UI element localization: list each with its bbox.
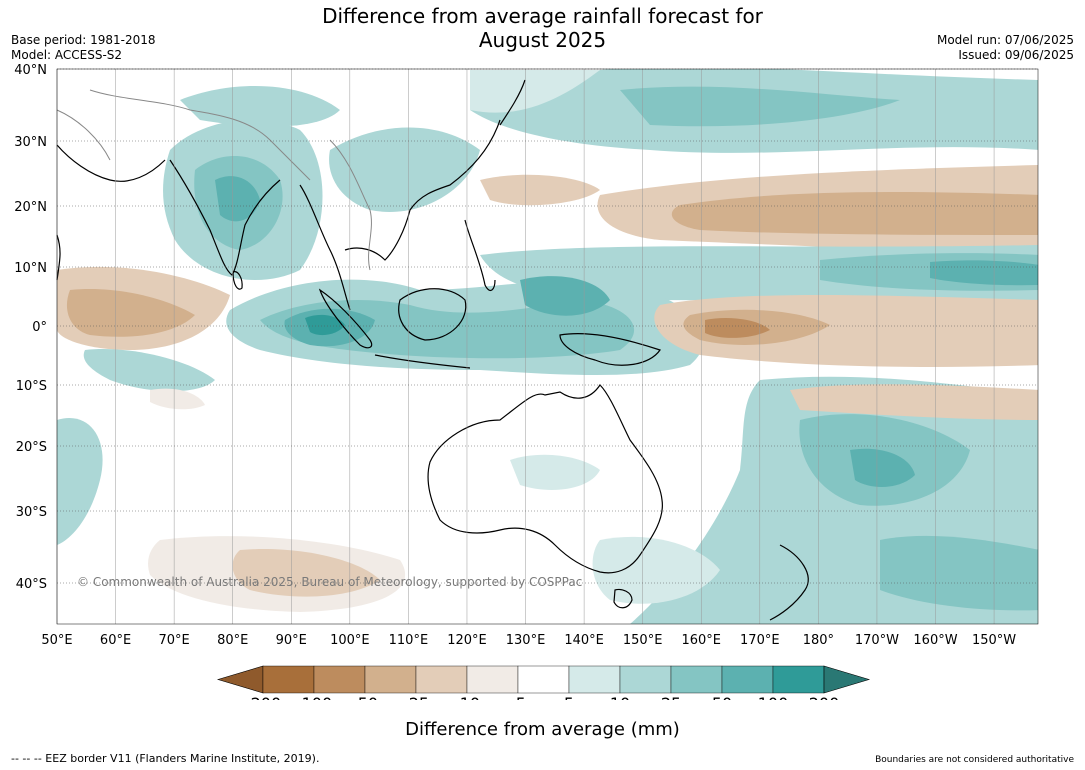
coastlines	[56, 79, 809, 621]
lat-tick-label: 10°N	[14, 261, 47, 276]
lon-tick-label: 140°E	[564, 633, 604, 648]
lat-tick-label: 20°S	[16, 440, 47, 455]
lon-tick-label: 120°E	[447, 633, 487, 648]
rainfall-map: 50°E 60°E 70°E 80°E 90°E 100°E 110°E 120°E 130°E…	[14, 63, 1039, 700]
arabia-coast	[56, 144, 166, 182]
colorbar-tick-label: 100	[758, 694, 789, 700]
lat-tick-label: 30°N	[14, 135, 47, 150]
japan-coast	[499, 79, 526, 126]
colorbar-segment	[670, 665, 723, 694]
colorbar-tick-label: -100	[296, 694, 332, 700]
colorbar-tick-label: -50	[352, 694, 378, 700]
colorbar-labels: -200 -100 -50 -25 -10 -5 5 10 25 50 100 200	[245, 694, 839, 700]
philippines-coast	[464, 219, 496, 292]
title-line-1: Difference from average rainfall forecas…	[322, 4, 763, 28]
lon-tick-label: 160°E	[681, 633, 721, 648]
colorbar	[216, 665, 871, 694]
colorbar-title: Difference from average (mm)	[405, 719, 680, 740]
issued-date: Issued: 09/06/2025	[958, 48, 1074, 62]
colorbar-tick-label: 25	[661, 694, 681, 700]
tasmania-coast	[613, 588, 633, 609]
latitude-labels: 40°N 30°N 20°N 10°N 0° 10°S 20°S 30°S 40°S	[14, 63, 47, 592]
java-coast	[374, 354, 471, 369]
seasia-coast	[299, 119, 501, 311]
base-period: Base period: 1981-2018	[11, 33, 156, 47]
lon-tick-label: 50°E	[41, 633, 72, 648]
meta-left: Base period: 1981-2018 Model: ACCESS-S2	[11, 33, 156, 63]
colorbar-extend-high	[823, 665, 871, 694]
lon-tick-label: 170°E	[740, 633, 780, 648]
lat-tick-label: 20°N	[14, 200, 47, 215]
lat-tick-label: 10°S	[16, 379, 47, 394]
colorbar-tick-label: 10	[610, 694, 630, 700]
australia-coast	[427, 384, 663, 574]
india-coast	[169, 159, 281, 276]
borneo-coast	[398, 288, 467, 341]
map-title: Difference from average rainfall forecas…	[0, 4, 1085, 52]
colorbar-segment	[721, 665, 774, 694]
copyright-notice: © Commonwealth of Australia 2025, Bureau…	[77, 575, 582, 589]
map-frame	[56, 68, 1039, 625]
colorbar-segment	[313, 665, 366, 694]
gridlines	[56, 68, 1038, 624]
colorbar-tick-label: -10	[454, 694, 480, 700]
colorbar-segment	[466, 665, 519, 694]
lon-tick-label: 70°E	[159, 633, 190, 648]
colorbar-segment	[517, 665, 570, 694]
title-line-2: August 2025	[478, 28, 607, 52]
colorbar-tick-label: 5	[564, 694, 574, 700]
colorbar-tick-label: 50	[712, 694, 732, 700]
meta-right: Model run: 07/06/2025 Issued: 09/06/2025	[937, 33, 1074, 63]
colorbar-tick-label: -5	[510, 694, 526, 700]
model-run: Model run: 07/06/2025	[936, 33, 1074, 47]
colorbar-segment	[619, 665, 672, 694]
africa-coast	[56, 234, 61, 281]
lon-tick-label: 60°E	[100, 633, 131, 648]
model-name: Model: ACCESS-S2	[11, 48, 123, 62]
country-borders	[56, 89, 372, 271]
lon-tick-label: 180°	[803, 633, 834, 648]
lon-tick-label: 150°E	[623, 633, 663, 648]
srilanka-coast	[232, 271, 243, 290]
colorbar-segment	[415, 665, 468, 694]
longitude-labels: 50°E 60°E 70°E 80°E 90°E 100°E 110°E 120°E 130°E…	[41, 633, 1016, 648]
nz-coast	[769, 544, 809, 621]
colorbar-tick-label: 200	[809, 694, 840, 700]
eez-footnote: -- -- -- EEZ border V11 (Flanders Marine…	[11, 752, 320, 765]
colorbar-segment	[772, 665, 825, 694]
map-field	[57, 69, 1038, 624]
lon-tick-label: 150°W	[972, 633, 1016, 648]
colorbar-tick-label: -200	[245, 694, 281, 700]
lon-tick-label: 160°W	[913, 633, 957, 648]
lon-tick-label: 90°E	[276, 633, 307, 648]
colorbar-segment	[364, 665, 417, 694]
boundary-disclaimer: Boundaries are not considered authoritat…	[875, 755, 1074, 765]
lon-tick-label: 110°E	[389, 633, 429, 648]
lat-tick-label: 40°S	[16, 577, 47, 592]
colorbar-extend-low	[216, 665, 264, 694]
colorbar-segment	[262, 665, 315, 694]
lat-tick-label: 40°N	[14, 63, 47, 78]
colorbar-segment	[568, 665, 621, 694]
colorbar-tick-label: -25	[403, 694, 429, 700]
lat-tick-label: 30°S	[16, 505, 47, 520]
sumatra-coast	[318, 288, 373, 349]
newguinea-coast	[559, 333, 661, 366]
lon-tick-label: 170°W	[855, 633, 899, 648]
lon-tick-label: 100°E	[330, 633, 370, 648]
lon-tick-label: 130°E	[506, 633, 546, 648]
lon-tick-label: 80°E	[217, 633, 248, 648]
lat-tick-label: 0°	[32, 320, 47, 335]
